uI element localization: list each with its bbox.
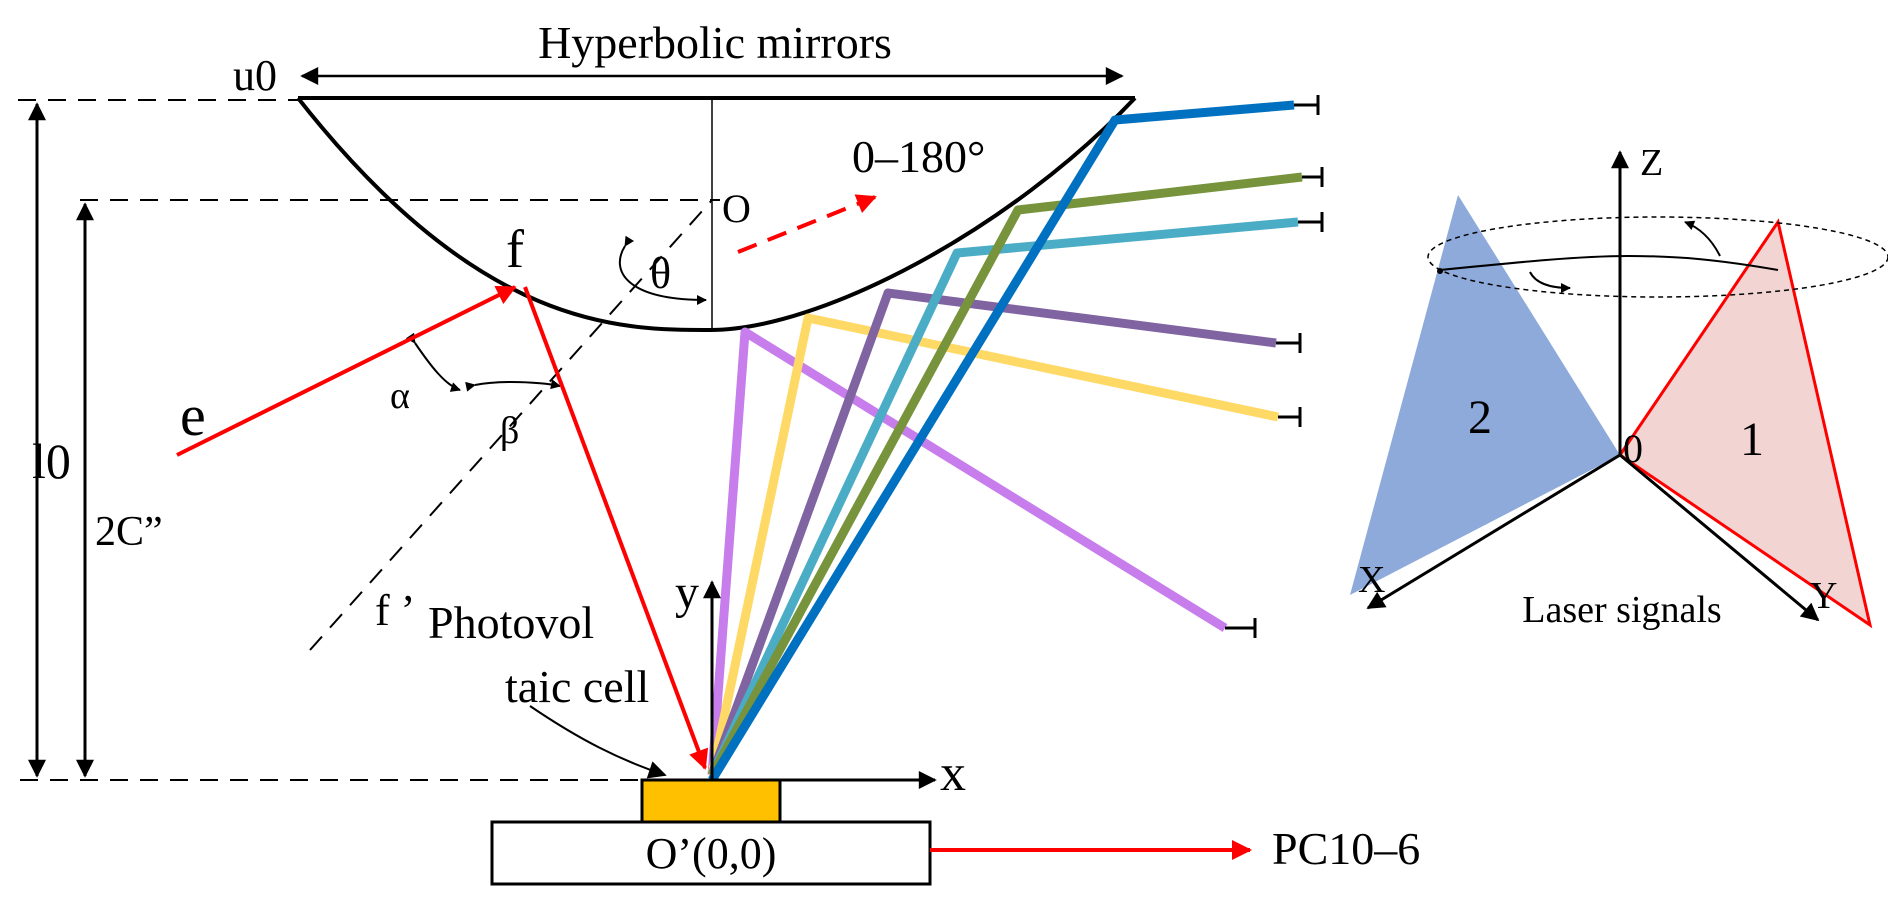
plane-2 [1350,195,1620,595]
laser-signals-label: Laser signals [1522,589,1721,631]
title-label: Hyperbolic mirrors [538,17,892,68]
incident-ray [176,285,517,457]
origin-3d-label: 0 [1623,426,1643,471]
l0-label: l0 [32,433,71,489]
beam-violet [707,327,1228,776]
beta-arc [465,379,561,392]
theta-label: θ [650,249,671,298]
pv-label-line1: Photovol [428,597,594,648]
f-label: f [506,219,524,279]
rotation-arrow-left [1529,271,1571,293]
rotation-curve [1439,254,1779,271]
z-axis-3d-label: Z [1640,142,1663,184]
alpha-arc [405,332,461,392]
theta-arc [618,235,707,305]
angle-range-label: 0–180° [852,131,985,182]
beam-blue [708,100,1295,783]
reflected-ray [523,286,709,770]
hyperbolic-mirror-curve [296,96,1137,333]
rotation-range-arrow [737,194,877,254]
terminal-blue [1294,95,1320,115]
rotation-ellipse [1427,216,1888,298]
pv-pointer-arrow [529,705,667,779]
terminal-yellow [1278,407,1302,427]
beam-green [708,172,1303,778]
alpha-label: α [390,375,410,417]
beta-label: β [500,410,519,452]
u0-label: u0 [233,51,277,100]
beam-purple [707,288,1277,777]
laser-beams [707,100,1303,783]
beam-terminals [1225,95,1324,638]
terminal-cyan [1298,212,1324,232]
plane-1 [1617,218,1873,629]
terminal-green [1302,167,1324,187]
y-axis-3d [1619,453,1820,622]
pc-label: PC10–6 [1272,823,1420,874]
plane-2-label: 2 [1468,391,1492,444]
focus-connector-dashed [309,199,713,651]
rotation-arrow-right [1684,220,1721,257]
rotation-start-dot [1437,268,1443,274]
x-axis-label: x [940,745,966,802]
y-axis-label: y [675,566,699,619]
x-axis-3d [1366,453,1621,610]
2c-label: 2C” [95,509,163,555]
o-label: O [722,186,751,231]
photovoltaic-cell [640,778,782,824]
base-box [490,820,932,886]
beam-cyan [707,217,1299,777]
f-prime-label: f ’ [375,586,415,635]
terminal-purple [1276,333,1302,353]
pv-label-line2: taic cell [505,661,649,712]
plane-1-label: 1 [1740,413,1764,466]
y-axis-3d-label: Y [1810,575,1837,617]
base-label: O’(0,0) [646,829,777,878]
e-label: e [180,383,206,448]
terminal-violet [1225,618,1257,638]
x-axis-3d-label: X [1358,559,1385,601]
beam-yellow [707,313,1279,776]
